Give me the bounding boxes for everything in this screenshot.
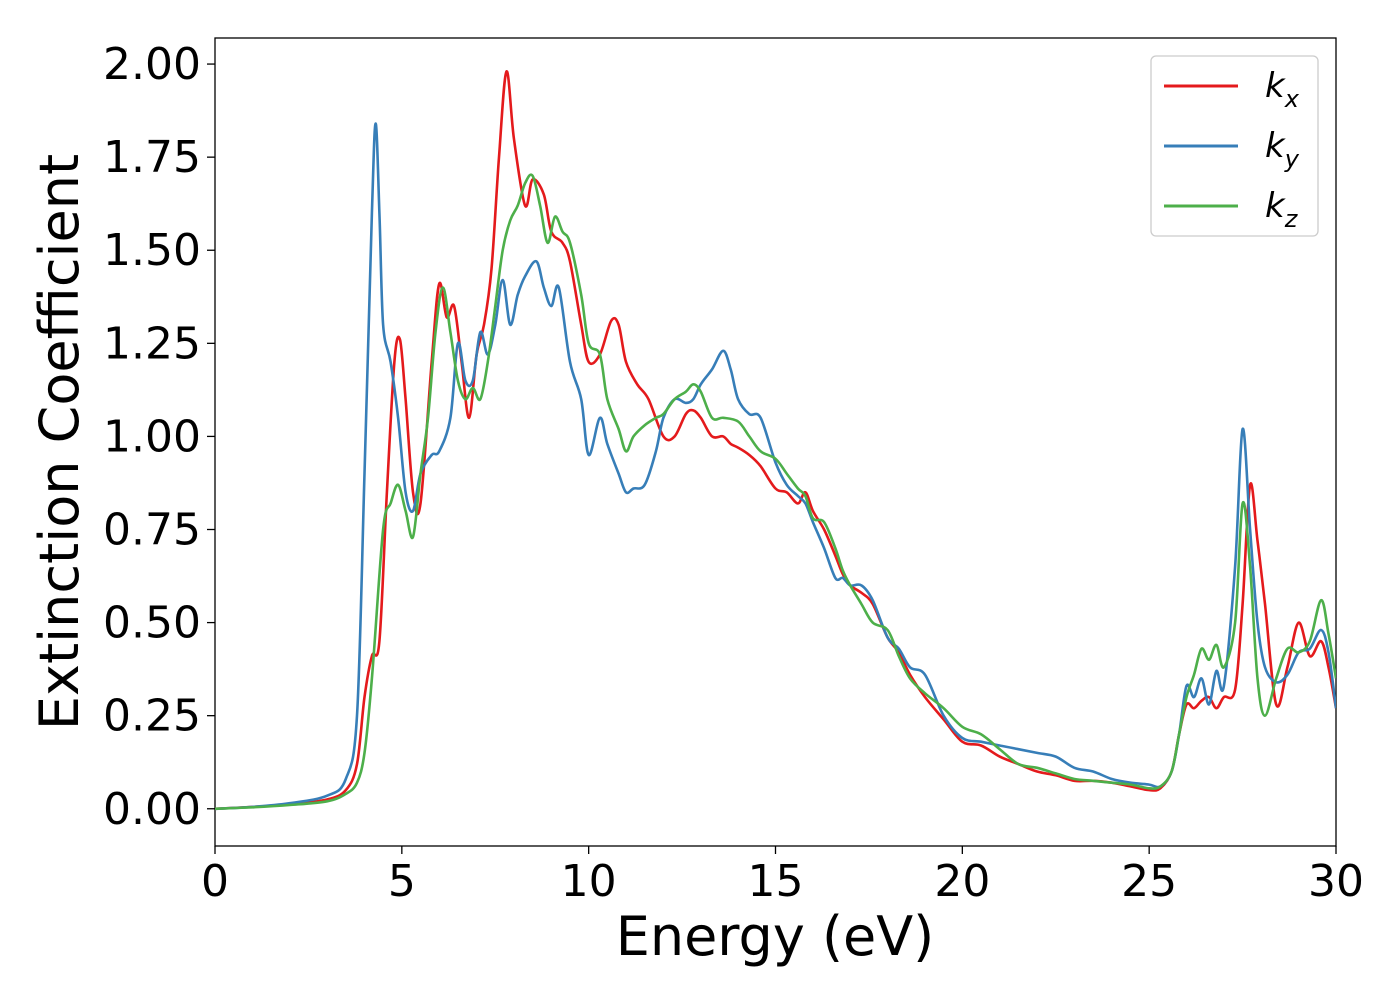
series-line-kz <box>215 175 1336 809</box>
legend-label-subscript: z <box>1284 205 1299 233</box>
y-tick-label: 1.00 <box>103 411 201 462</box>
x-axis-label: Energy (eV) <box>616 905 935 968</box>
y-tick-label: 1.75 <box>103 132 201 183</box>
y-tick-label: 2.00 <box>103 39 201 90</box>
x-tick-label: 25 <box>1121 856 1177 907</box>
y-tick-label: 1.50 <box>103 225 201 276</box>
legend-label-subscript: y <box>1284 145 1300 173</box>
y-tick-label: 0.00 <box>103 784 201 835</box>
y-axis-label: Extinction Coefficient <box>28 154 91 730</box>
x-tick-label: 15 <box>748 856 804 907</box>
y-tick-label: 0.50 <box>103 598 201 649</box>
x-tick-label: 20 <box>934 856 990 907</box>
x-tick-label: 10 <box>561 856 617 907</box>
y-tick-label: 1.25 <box>103 318 201 369</box>
x-tick-label: 5 <box>388 856 416 907</box>
legend-label-base: k <box>1265 186 1286 226</box>
legend-label-base: k <box>1265 66 1286 106</box>
y-tick-label: 0.75 <box>103 505 201 556</box>
x-axis-ticks: 0 5 10 15 20 25 30 <box>201 846 1364 907</box>
x-tick-label: 30 <box>1308 856 1364 907</box>
y-axis-ticks: 0.00 0.25 0.50 0.75 1.00 1.25 1.50 1.75 2.00 <box>103 39 215 835</box>
y-tick-label: 0.25 <box>103 691 201 742</box>
x-tick-label: 0 <box>201 856 229 907</box>
legend-label-subscript: x <box>1284 85 1300 113</box>
legend-label-base: k <box>1265 126 1286 166</box>
